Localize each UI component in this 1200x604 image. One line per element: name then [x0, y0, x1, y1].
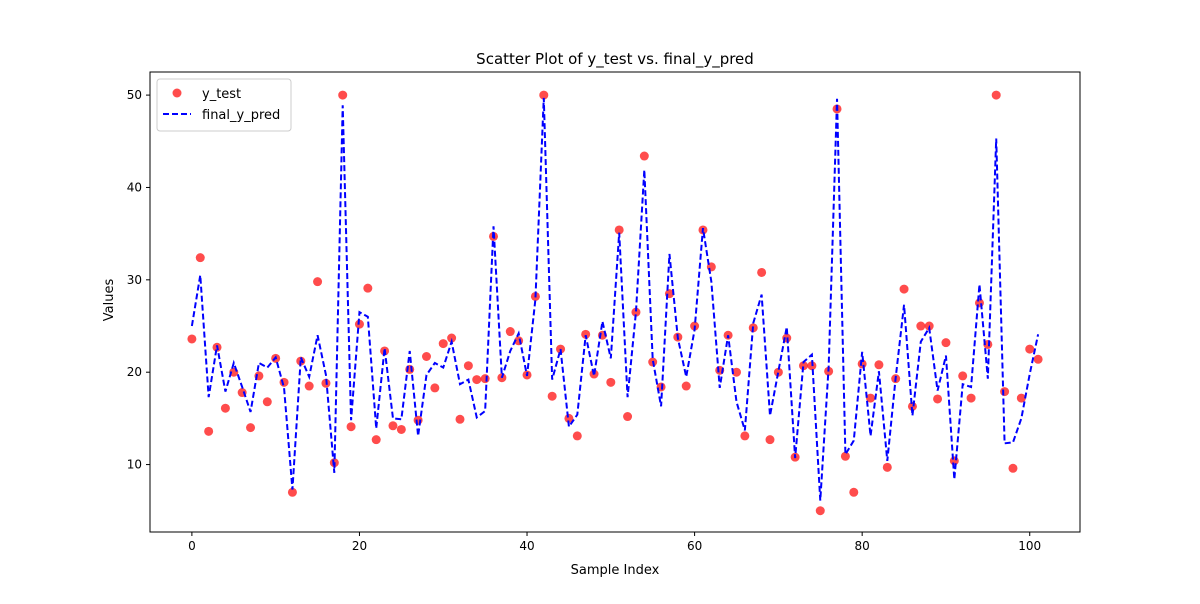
y-tick-label: 30 [127, 273, 142, 287]
data-point [966, 393, 976, 403]
data-point [338, 90, 348, 100]
data-point [430, 383, 440, 393]
y-tick-label: 10 [127, 458, 142, 472]
data-point [639, 151, 649, 161]
data-point [849, 487, 859, 497]
data-point [757, 267, 767, 277]
x-tick-label: 100 [1018, 539, 1041, 553]
data-point [614, 225, 624, 235]
y-axis: 10 20 30 40 50 [127, 88, 150, 472]
y-axis-label: Values [102, 279, 117, 322]
data-point [220, 403, 230, 413]
data-point [581, 329, 591, 339]
data-point [949, 456, 959, 466]
x-tick-label: 40 [519, 539, 534, 553]
data-point [765, 435, 775, 445]
data-point [623, 412, 633, 422]
legend-label: y_test [202, 87, 241, 102]
plot-area [149, 71, 1081, 533]
legend-box [156, 78, 292, 132]
data-point [874, 360, 884, 370]
data-point [731, 367, 741, 377]
data-point [1025, 344, 1035, 354]
data-point [974, 298, 984, 308]
x-axis-label: Sample Index [571, 563, 660, 578]
data-point [313, 277, 323, 287]
data-point [279, 377, 289, 387]
data-point [740, 431, 750, 441]
data-point [1033, 354, 1043, 364]
legend: y_test final_y_pred [156, 78, 292, 132]
data-point [287, 487, 297, 497]
data-point [187, 334, 197, 344]
x-tick-label: 0 [188, 539, 196, 553]
data-point [396, 424, 406, 434]
data-point [606, 377, 616, 387]
data-point [572, 431, 582, 441]
data-point [1016, 393, 1026, 403]
data-point [933, 394, 943, 404]
legend-marker-y_test [172, 88, 182, 98]
data-point [472, 375, 482, 385]
data-point [438, 339, 448, 349]
data-point [773, 367, 783, 377]
data-point [815, 506, 825, 516]
data-point [455, 414, 465, 424]
data-point [463, 361, 473, 371]
data-point [899, 284, 909, 294]
data-point [866, 393, 876, 403]
data-point [246, 423, 256, 433]
data-point [564, 413, 574, 423]
data-point [539, 90, 549, 100]
data-point [1008, 463, 1018, 473]
data-point [304, 381, 314, 391]
data-point [1000, 387, 1010, 397]
data-point [941, 338, 951, 348]
data-point [991, 90, 1001, 100]
data-point [547, 391, 557, 401]
data-point [388, 421, 398, 431]
data-point [421, 351, 431, 361]
y-tick-label: 40 [127, 180, 142, 194]
x-tick-label: 20 [352, 539, 367, 553]
data-point [195, 253, 205, 263]
data-point [681, 381, 691, 391]
plot-frame [149, 71, 1081, 533]
x-axis: 0 20 40 60 80 100 [188, 532, 1041, 553]
data-point [346, 422, 356, 432]
x-tick-label: 60 [687, 539, 702, 553]
y-tick-label: 50 [127, 88, 142, 102]
x-tick-label: 80 [855, 539, 870, 553]
chart-title: Scatter Plot of y_test vs. final_y_pred [476, 50, 754, 69]
data-point [958, 371, 968, 381]
data-point [371, 435, 381, 445]
data-point [882, 462, 892, 472]
data-point [631, 307, 641, 317]
data-point [505, 327, 515, 337]
series-line-final_y_pred [190, 97, 1040, 501]
data-point [447, 333, 457, 343]
data-point [480, 374, 490, 384]
data-point [916, 321, 926, 331]
y-tick-label: 20 [127, 365, 142, 379]
data-point [204, 426, 214, 436]
data-point [799, 361, 809, 371]
data-point [840, 451, 850, 461]
data-point [262, 397, 272, 407]
data-point [363, 283, 373, 293]
legend-label: final_y_pred [202, 108, 280, 123]
